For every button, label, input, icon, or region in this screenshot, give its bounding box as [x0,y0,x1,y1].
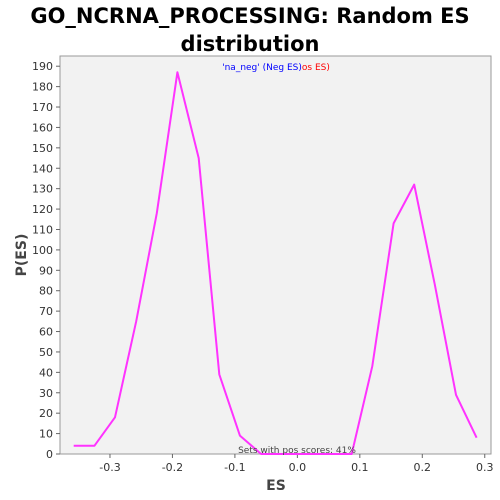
y-tick-label: 160 [32,121,53,134]
y-tick-label: 120 [32,203,53,216]
y-axis-label: P(ES) [14,234,30,277]
y-tick-label: 150 [32,142,53,155]
series-line [73,71,478,455]
y-tick-label: 180 [32,81,53,94]
y-tick-label: 10 [39,428,53,441]
chart-title-line-1: GO_NCRNA_PROCESSING: Random ES [30,4,470,28]
y-tick-label: 110 [32,223,53,236]
x-tick-label: 0.2 [414,461,432,474]
x-axis: -0.3 -0.2 -0.1 0.0 0.1 0.2 0.3 [99,454,494,474]
y-tick-label: 70 [39,305,53,318]
legend-entry-pos: os ES) [302,63,330,73]
x-tick-label: -0.1 [224,461,245,474]
y-tick-label: 170 [32,101,53,114]
y-tick-label: 190 [32,60,53,73]
y-tick-label: 140 [32,162,53,175]
y-tick-label: 40 [39,366,53,379]
y-tick-label: 30 [39,387,53,400]
legend-entry-neg: (Neg ES) [260,63,302,73]
x-tick-label: 0.0 [289,461,307,474]
legend-entry-name: 'na_neg' [222,63,260,73]
pos-scores-annotation: Sets with pos scores: 41% [238,446,356,456]
chart-title-line-2: distribution [180,32,320,56]
x-tick-label: 0.1 [351,461,369,474]
y-axis: 0 10 20 30 40 50 60 70 80 90 100 110 120 130 140 150 160… [32,60,60,461]
y-tick-label: 130 [32,183,53,196]
legend: 'na_neg' (Neg ES)os ES) [222,63,330,73]
y-tick-label: 60 [39,326,53,339]
x-tick-label: -0.3 [99,461,120,474]
y-tick-label: 20 [39,407,53,420]
x-tick-label: -0.2 [162,461,183,474]
x-axis-label: ES [266,478,286,494]
y-tick-label: 90 [39,264,53,277]
chart-title: GO_NCRNA_PROCESSING: Random ES distribut… [0,2,500,58]
plot-area [59,55,492,455]
y-tick-label: 80 [39,285,53,298]
y-tick-label: 0 [46,448,53,461]
x-tick-label: 0.3 [476,461,494,474]
y-tick-label: 50 [39,346,53,359]
y-tick-label: 100 [32,244,53,257]
